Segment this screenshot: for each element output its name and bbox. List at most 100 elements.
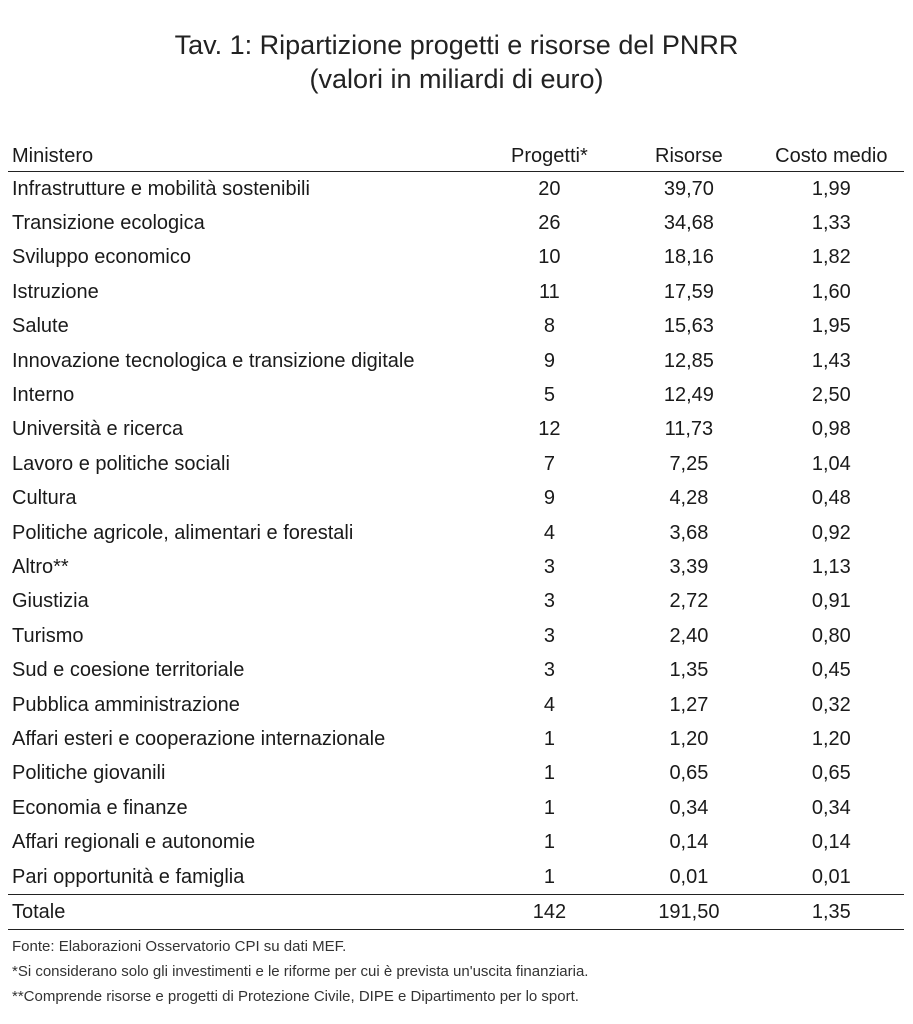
cell-risorse: 15,63 xyxy=(663,315,714,338)
footnotes: Fonte: Elaborazioni Osservatorio CPI su … xyxy=(12,934,588,1009)
cell-ministero: Politiche giovanili xyxy=(12,762,166,785)
cell-costo-medio: 1,20 xyxy=(811,727,851,750)
cell-risorse: 4,28 xyxy=(669,487,709,510)
table-title: Tav. 1: Ripartizione progetti e risorse … xyxy=(174,30,739,60)
cell-ministero: Istruzione xyxy=(12,280,99,303)
cell-costo-medio: 1,60 xyxy=(811,280,851,303)
cell-risorse: 34,68 xyxy=(663,212,714,235)
table-row: Cultura 9 4,28 0,48 xyxy=(8,482,904,516)
cell-costo-medio: 0,01 xyxy=(811,865,851,888)
cell-progetti: 1 xyxy=(543,865,555,888)
table-row: Infrastrutture e mobilità sostenibili 20 3… xyxy=(8,172,904,207)
footnote-1: *Si considerano solo gli investimenti e … xyxy=(12,963,589,980)
cell-ministero: Economia e finanze xyxy=(12,796,188,819)
cell-progetti: 20 xyxy=(538,177,561,200)
cell-progetti: 12 xyxy=(538,418,561,441)
cell-ministero: Sviluppo economico xyxy=(12,246,191,269)
cell-costo-medio: 0,48 xyxy=(811,487,851,510)
cell-risorse: 17,59 xyxy=(663,280,714,303)
cell-costo-medio: 1,33 xyxy=(811,212,851,235)
cell-ministero: Università e ricerca xyxy=(12,418,184,441)
header-costo-medio: Costo medio xyxy=(758,141,904,172)
cell-risorse: 2,72 xyxy=(669,590,709,613)
cell-progetti: 1 xyxy=(543,796,555,819)
cell-risorse: 3,39 xyxy=(669,555,709,578)
cell-risorse: 12,85 xyxy=(663,349,714,372)
cell-progetti: 26 xyxy=(538,212,561,235)
cell-risorse: 2,40 xyxy=(669,624,709,647)
cell-risorse: 1,35 xyxy=(669,659,709,682)
table-row: Transizione ecologica 26 34,68 1,33 xyxy=(8,206,904,240)
cell-progetti: 9 xyxy=(543,349,555,372)
cell-costo-medio: 0,98 xyxy=(811,418,851,441)
cell-ministero: Infrastrutture e mobilità sostenibili xyxy=(12,177,310,200)
cell-risorse: 11,73 xyxy=(664,418,714,441)
cell-costo-medio: 1,43 xyxy=(811,349,851,372)
total-label: Totale xyxy=(8,894,480,931)
table-row: Università e ricerca 12 11,73 0,98 xyxy=(8,413,904,447)
cell-costo-medio: 0,32 xyxy=(811,693,851,716)
cell-progetti: 9 xyxy=(543,487,555,510)
table-row: Lavoro e politiche sociali 7 7,25 1,04 xyxy=(8,447,904,481)
cell-ministero: Salute xyxy=(12,315,69,338)
cell-risorse: 1,27 xyxy=(669,693,709,716)
cell-progetti: 1 xyxy=(543,762,555,785)
cell-risorse: 12,49 xyxy=(663,384,714,407)
cell-costo-medio: 0,34 xyxy=(811,796,851,819)
cell-costo-medio: 0,80 xyxy=(811,624,851,647)
cell-progetti: 5 xyxy=(543,384,555,407)
cell-risorse: 1,20 xyxy=(669,727,709,750)
table-row: Affari esteri e cooperazione internazion… xyxy=(8,722,904,756)
table-row: Affari regionali e autonomie 1 0,14 0,14 xyxy=(8,825,904,859)
table-row: Sud e coesione territoriale 3 1,35 0,45 xyxy=(8,653,904,687)
header-risorse: Risorse xyxy=(619,141,759,172)
cell-ministero: Cultura xyxy=(12,487,77,510)
cell-costo-medio: 0,45 xyxy=(811,659,851,682)
table-subtitle: (valori in miliardi di euro) xyxy=(309,64,604,94)
cell-progetti: 3 xyxy=(543,659,555,682)
total-risorse: 191,50 xyxy=(619,894,759,931)
table-row: Turismo 3 2,40 0,80 xyxy=(8,619,904,653)
cell-ministero: Transizione ecologica xyxy=(12,212,205,235)
table-row: Salute 8 15,63 1,95 xyxy=(8,310,904,344)
cell-risorse: 7,25 xyxy=(669,452,709,475)
table-row: Istruzione 11 17,59 1,60 xyxy=(8,275,904,309)
header-progetti: Progetti* xyxy=(479,141,620,172)
cell-ministero: Affari esteri e cooperazione internazion… xyxy=(12,727,386,750)
table-row: Interno 5 12,49 2,50 xyxy=(8,378,904,412)
table-row: Economia e finanze 1 0,34 0,34 xyxy=(8,791,904,825)
cell-progetti: 7 xyxy=(543,452,555,475)
cell-costo-medio: 1,95 xyxy=(811,315,851,338)
table-body: Infrastrutture e mobilità sostenibili 20 3… xyxy=(8,172,904,895)
table-row: Altro** 3 3,39 1,13 xyxy=(8,550,904,584)
cell-ministero: Lavoro e politiche sociali xyxy=(12,452,230,475)
cell-ministero: Pubblica amministrazione xyxy=(12,693,240,716)
table-row: Politiche giovanili 1 0,65 0,65 xyxy=(8,757,904,791)
cell-costo-medio: 1,99 xyxy=(811,177,851,200)
table-row: Sviluppo economico 10 18,16 1,82 xyxy=(8,241,904,275)
cell-costo-medio: 0,92 xyxy=(811,521,851,544)
source-note: Fonte: Elaborazioni Osservatorio CPI su … xyxy=(12,938,347,955)
cell-costo-medio: 1,82 xyxy=(811,246,851,269)
cell-ministero: Affari regionali e autonomie xyxy=(12,831,256,854)
cell-costo-medio: 0,14 xyxy=(811,831,851,854)
cell-costo-medio: 0,91 xyxy=(811,590,851,613)
cell-ministero: Turismo xyxy=(12,624,84,647)
cell-progetti: 1 xyxy=(543,831,555,854)
header-row: Ministero Progetti* Risorse Costo medio xyxy=(8,141,904,172)
cell-ministero: Altro** xyxy=(12,555,69,578)
table-row: Politiche agricole, alimentari e foresta… xyxy=(8,516,904,550)
cell-progetti: 11 xyxy=(539,280,560,303)
cell-progetti: 10 xyxy=(538,246,561,269)
cell-ministero: Innovazione tecnologica e transizione di… xyxy=(12,349,415,372)
cell-risorse: 39,70 xyxy=(663,177,714,200)
table-row: Pubblica amministrazione 4 1,27 0,32 xyxy=(8,688,904,722)
cell-ministero: Interno xyxy=(12,384,75,407)
cell-progetti: 3 xyxy=(543,624,555,647)
cell-ministero: Pari opportunità e famiglia xyxy=(12,865,245,888)
table-row: Pari opportunità e famiglia 1 0,01 0,01 xyxy=(8,860,904,895)
cell-costo-medio: 0,65 xyxy=(811,762,851,785)
table-row: Giustizia 3 2,72 0,91 xyxy=(8,585,904,619)
table-row: Innovazione tecnologica e transizione di… xyxy=(8,344,904,378)
total-progetti: 142 xyxy=(479,894,620,931)
